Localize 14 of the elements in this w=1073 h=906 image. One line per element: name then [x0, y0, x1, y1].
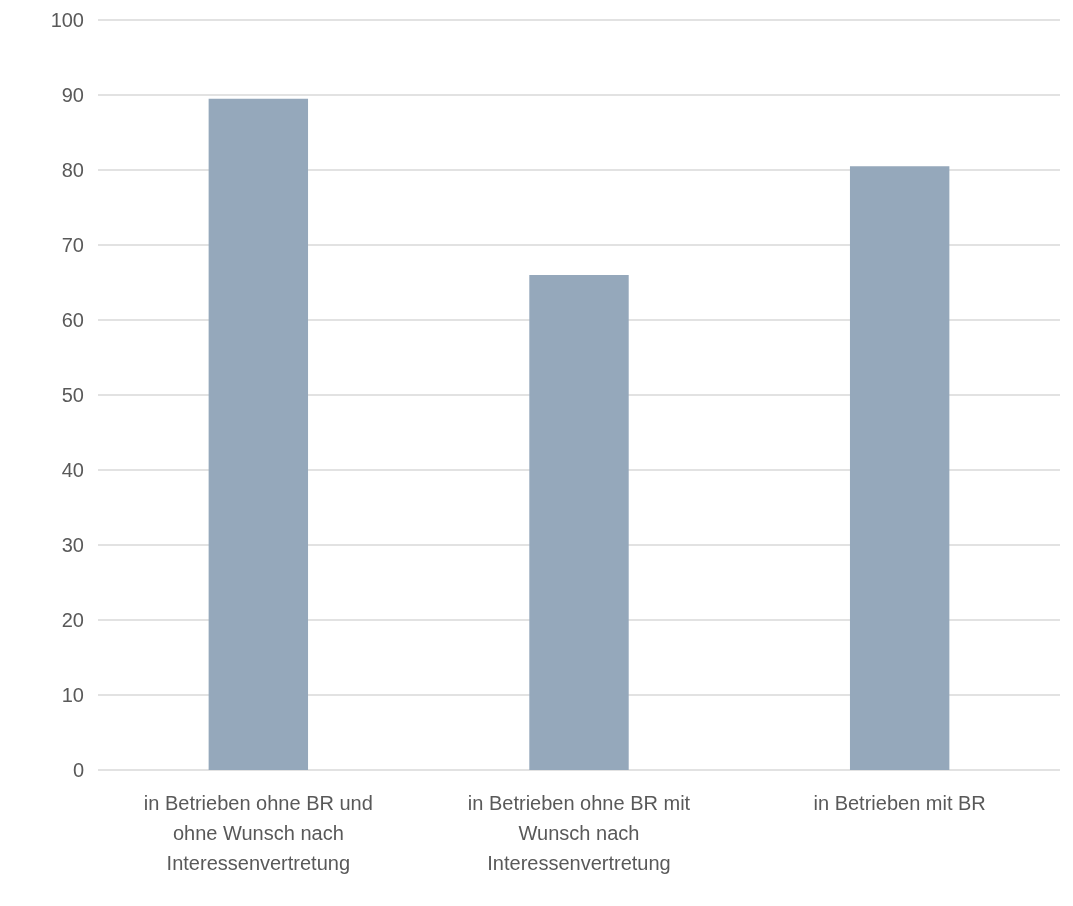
y-tick-label: 50	[61, 383, 84, 406]
y-tick-label: 10	[61, 683, 84, 706]
y-tick-label: 20	[61, 608, 84, 631]
y-tick-label: 60	[61, 308, 84, 331]
y-tick-label: 30	[61, 533, 84, 556]
y-tick-label: 80	[61, 158, 84, 181]
y-tick-label: 100	[50, 8, 84, 31]
y-tick-label: 0	[72, 758, 84, 781]
y-tick-label: 70	[61, 233, 84, 256]
x-tick-label: in Betrieben mit BR	[813, 792, 986, 814]
x-tick-label: in Betrieben ohne BR und ohne Wunsch nach Interessenvertretung	[143, 792, 373, 874]
y-tick-label: 40	[61, 458, 84, 481]
x-tick-label: in Betrieben ohne BR mit Wunsch nach Interessenvertretung	[467, 792, 691, 874]
y-tick-label: 90	[61, 83, 84, 106]
